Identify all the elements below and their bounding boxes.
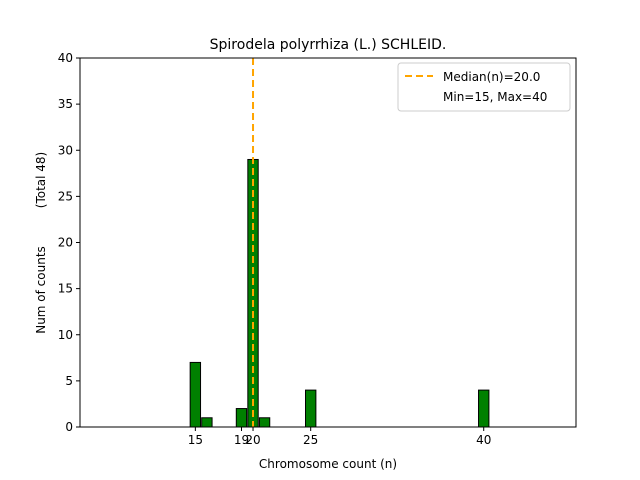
- legend-median-label: Median(n)=20.0: [443, 70, 540, 84]
- y-axis-label: Num of counts: [34, 246, 48, 334]
- x-tick-label: 19: [234, 433, 249, 447]
- y-tick-label: 5: [65, 374, 73, 388]
- y-tick-label: 10: [58, 328, 73, 342]
- x-tick-label: 25: [303, 433, 318, 447]
- x-tick-label: 15: [188, 433, 203, 447]
- y-axis-total-label: (Total 48): [34, 152, 48, 208]
- legend: Median(n)=20.0 Min=15, Max=40: [397, 62, 571, 112]
- legend-box: [397, 62, 571, 112]
- x-tick-label: 20: [245, 433, 260, 447]
- y-tick-label: 40: [58, 51, 73, 65]
- x-axis-label: Chromosome count (n): [259, 457, 397, 471]
- y-tick-label: 20: [58, 236, 73, 250]
- y-tick-label: 30: [58, 143, 73, 157]
- bar-25: [305, 389, 317, 428]
- plot-frame: [79, 57, 577, 428]
- x-tick-label: 40: [476, 433, 491, 447]
- bar-15: [189, 361, 202, 428]
- bars-group: [189, 158, 490, 428]
- bar-40: [478, 389, 490, 428]
- bar-19: [235, 408, 248, 428]
- chart-title: Spirodela polyrrhiza (L.) SCHLEID.: [210, 37, 447, 53]
- y-axis-ticks: 0 5 10 15 20 25 30 35 40: [58, 51, 80, 434]
- y-tick-label: 15: [58, 282, 73, 296]
- bar-21: [258, 417, 271, 428]
- legend-minmax-label: Min=15, Max=40: [443, 90, 547, 104]
- y-tick-label: 0: [65, 420, 73, 434]
- y-tick-label: 25: [58, 189, 73, 203]
- bar-16: [201, 417, 213, 428]
- y-tick-label: 35: [58, 97, 73, 111]
